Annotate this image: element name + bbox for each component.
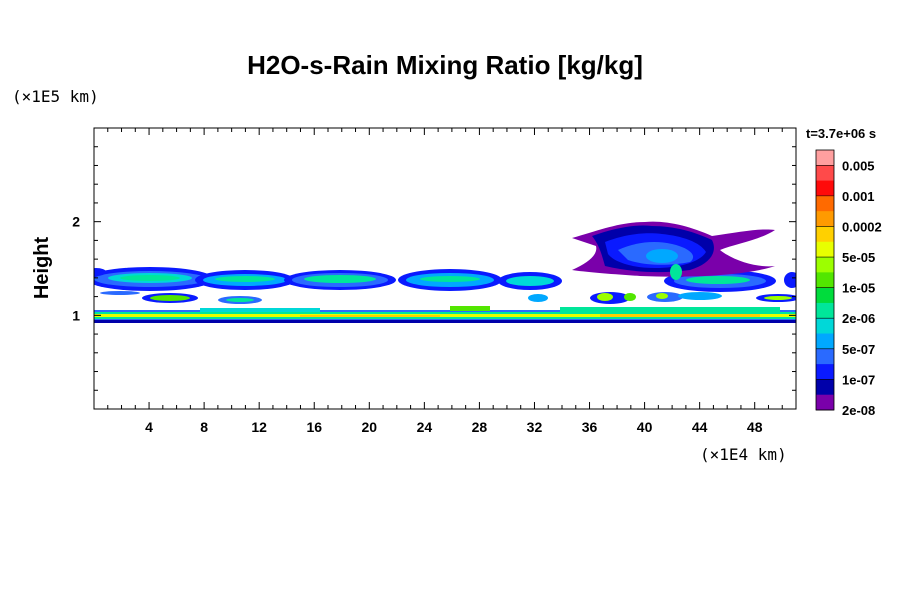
colorbar-label: 0.005	[842, 158, 875, 173]
x-axis-ticks: 4 8 12 16 20 24 28 32 36 40 44 48	[107, 128, 783, 435]
plot-frame	[93, 127, 797, 410]
colorbar-swatch	[816, 180, 834, 197]
x-tick-label: 16	[306, 419, 322, 435]
colorbar-swatch	[816, 318, 834, 334]
colorbar-swatch	[816, 150, 834, 166]
colorbar-label: 5e-05	[842, 250, 875, 265]
x-tick-label: 20	[362, 419, 378, 435]
colorbar-swatch	[816, 211, 834, 227]
colorbar-label: 0.0002	[842, 219, 882, 234]
chart-title: H2O-s-Rain Mixing Ratio [kg/kg]	[247, 50, 643, 80]
convective-plume	[572, 221, 775, 280]
colorbar-label: 2e-06	[842, 311, 875, 326]
y-tick-label: 2	[72, 214, 80, 230]
colorbar-label: 2e-08	[842, 403, 875, 418]
colorbar-swatch	[816, 364, 834, 380]
x-tick-label: 12	[251, 419, 267, 435]
y-unit-label: (×1E5 km)	[12, 87, 99, 106]
y-tick-label: 1	[72, 307, 80, 323]
x-tick-label: 40	[637, 419, 653, 435]
x-tick-label: 4	[145, 419, 153, 435]
x-tick-label: 48	[747, 419, 763, 435]
colorbar-label: 0.001	[842, 189, 875, 204]
colorbar-swatch	[816, 379, 834, 396]
lower-rain-layer	[94, 306, 796, 323]
colorbar-swatch	[816, 348, 834, 365]
colorbar-swatch	[816, 195, 834, 212]
x-tick-label: 36	[582, 419, 598, 435]
colorbar-label: 1e-05	[842, 281, 875, 296]
colorbar-label: 1e-07	[842, 372, 875, 387]
x-tick-label: 8	[200, 419, 208, 435]
colorbar-swatch	[816, 165, 834, 181]
plot-content	[94, 221, 796, 323]
colorbar-label: 5e-07	[842, 342, 875, 357]
x-unit-label: (×1E4 km)	[700, 445, 787, 464]
colorbar-swatch	[816, 333, 834, 350]
colorbar-swatch	[816, 287, 834, 304]
time-label: t=3.7e+06 s	[806, 126, 876, 141]
colorbar-swatch	[816, 226, 834, 243]
colorbar-swatch	[816, 272, 834, 289]
x-tick-label: 24	[417, 419, 433, 435]
x-tick-label: 44	[692, 419, 708, 435]
upper-cloud-layer	[94, 267, 796, 292]
x-tick-label: 28	[472, 419, 488, 435]
colorbar-swatch	[816, 241, 834, 258]
colorbar-swatch	[816, 394, 834, 411]
colorbar-swatch	[816, 257, 834, 273]
colorbar: 0.005 0.001 0.0002 5e-05 1e-05 2e-06 5e-07 1e-0…	[815, 149, 882, 418]
y-axis-ticks: 12	[72, 146, 796, 391]
colorbar-swatch	[816, 302, 834, 319]
x-tick-label: 32	[527, 419, 543, 435]
y-axis-label: Height	[31, 237, 53, 300]
mid-cloud-patches	[100, 291, 796, 304]
